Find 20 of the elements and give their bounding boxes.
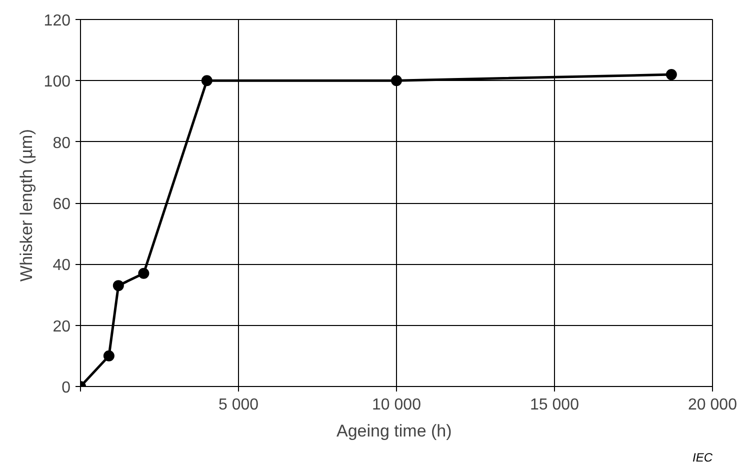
point	[391, 75, 402, 86]
y-tick-label: 20	[52, 318, 71, 336]
x-tick-label: 10 000	[372, 396, 422, 414]
y-tick-label: 120	[44, 12, 71, 30]
text: IEC	[692, 450, 713, 464]
y-tick-label: 80	[52, 134, 71, 152]
point	[138, 268, 150, 279]
y-axis-title: Whisker length (µm)	[16, 129, 36, 282]
x-tick-label: 15 000	[530, 396, 580, 414]
x-axis-title: Ageing time (h)	[336, 422, 452, 440]
y-tick-label: 0	[62, 380, 71, 396]
point	[103, 350, 114, 362]
point	[201, 75, 212, 86]
y-tick-label: 60	[52, 196, 71, 213]
x-tick-label: 20 000	[688, 396, 738, 414]
x-tick-label: 5 000	[218, 396, 259, 414]
point	[666, 69, 677, 80]
y-tick-label: 100	[44, 74, 71, 91]
point	[112, 280, 124, 292]
y-tick-label: 40	[52, 257, 71, 274]
